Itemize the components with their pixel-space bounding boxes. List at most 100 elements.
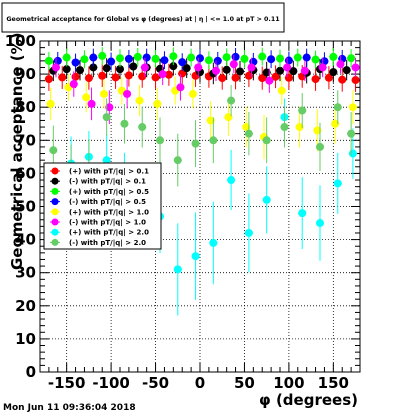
data-point xyxy=(283,63,292,72)
data-point xyxy=(84,74,93,83)
data-point xyxy=(124,71,133,80)
data-point xyxy=(58,73,67,82)
legend-entries: (+) with pT/|q| > 0.1(-) with pT/|q| > 0… xyxy=(50,167,149,248)
y-tick-label-4: 40 xyxy=(15,231,36,249)
data-point xyxy=(71,72,80,81)
data-point xyxy=(311,55,320,64)
y-tick-label-2: 20 xyxy=(15,297,36,315)
legend-label-6: (+) with pT/|q| > 2.0 xyxy=(69,229,149,238)
data-point xyxy=(236,67,244,76)
title-box xyxy=(1,2,285,33)
data-point xyxy=(338,75,347,84)
series-5 xyxy=(52,55,360,125)
data-point xyxy=(80,55,89,64)
x-tick-label-4: 50 xyxy=(234,374,255,392)
legend-marker-6 xyxy=(51,228,59,236)
y-axis-title: Geometrical acceptance (%) xyxy=(8,33,26,271)
data-point xyxy=(218,74,227,83)
data-point xyxy=(276,54,284,63)
legend-label-2: (+) with pT/|q| > 0.5 xyxy=(69,188,149,197)
data-point xyxy=(153,99,162,108)
legend-label-1: (-) with pT/|q| > 0.1 xyxy=(69,178,146,187)
x-tick-label-1: -100 xyxy=(92,374,130,392)
data-point xyxy=(333,103,342,112)
chart-title: Geometrical acceptance for Global vs φ (… xyxy=(6,16,279,24)
data-point xyxy=(351,76,360,85)
data-point xyxy=(313,126,322,135)
data-point xyxy=(44,56,53,65)
data-point xyxy=(277,86,286,95)
x-tick-label-5: 100 xyxy=(273,374,304,392)
data-point xyxy=(187,53,196,62)
data-point xyxy=(244,71,253,80)
data-point xyxy=(116,65,124,74)
data-point xyxy=(331,119,340,128)
data-point xyxy=(333,179,342,188)
data-point xyxy=(62,53,71,62)
data-point xyxy=(111,73,120,82)
data-point xyxy=(212,66,220,75)
series-2 xyxy=(44,46,356,70)
data-point xyxy=(46,99,55,108)
data-point xyxy=(98,51,107,60)
data-point xyxy=(133,52,142,61)
data-point xyxy=(182,64,191,73)
data-point xyxy=(105,103,114,112)
legend-marker-7 xyxy=(51,238,59,246)
data-point xyxy=(342,66,351,75)
data-point xyxy=(329,68,338,77)
legend-label-5: (-) with pT/|q| > 1.0 xyxy=(69,219,146,228)
legend-label-3: (-) with pT/|q| > 0.5 xyxy=(69,198,146,207)
data-point xyxy=(222,53,231,62)
data-point xyxy=(222,65,231,74)
x-tick-label-3: 0 xyxy=(195,374,205,392)
legend-marker-5 xyxy=(51,218,59,226)
data-point xyxy=(284,56,293,65)
data-point xyxy=(178,58,187,67)
data-point xyxy=(102,156,111,165)
legend-box xyxy=(43,162,162,250)
data-point xyxy=(293,53,302,62)
footer-timestamp: Mon Jun 11 09:36:04 2018 xyxy=(3,403,136,413)
data-point xyxy=(188,89,197,98)
data-point xyxy=(98,71,107,80)
data-point xyxy=(316,142,324,151)
series-layer xyxy=(44,46,360,316)
legend-marker-3 xyxy=(51,198,59,206)
data-point xyxy=(229,60,238,69)
data-point xyxy=(116,54,124,63)
data-point xyxy=(160,56,169,65)
data-point xyxy=(258,52,267,61)
data-point xyxy=(123,89,132,98)
data-point xyxy=(298,209,307,218)
series-6 xyxy=(49,98,357,316)
legend-marker-2 xyxy=(51,187,59,195)
data-point xyxy=(102,64,111,73)
data-point xyxy=(158,70,167,79)
y-tick-label-0: 0 xyxy=(26,363,36,381)
legend: (+) with pT/|q| > 0.1(-) with pT/|q| > 0… xyxy=(43,162,162,250)
data-point xyxy=(302,53,311,62)
data-point xyxy=(206,116,215,125)
data-point xyxy=(316,219,324,228)
data-point xyxy=(265,76,274,85)
legend-label-4: (+) with pT/|q| > 1.0 xyxy=(69,208,149,217)
data-point xyxy=(176,83,185,92)
data-point xyxy=(169,52,178,61)
data-point xyxy=(351,63,360,72)
x-tick-label-2: -50 xyxy=(142,374,169,392)
data-point xyxy=(138,72,147,81)
y-tick-label-10: 100 xyxy=(5,32,36,50)
data-point xyxy=(347,54,356,63)
data-point xyxy=(224,113,233,122)
data-point xyxy=(289,67,298,76)
data-point xyxy=(196,54,204,63)
data-point xyxy=(44,75,53,84)
y-tick-label-6: 60 xyxy=(15,164,36,182)
data-point xyxy=(258,74,267,83)
data-point xyxy=(138,123,147,132)
legend-marker-4 xyxy=(51,208,59,216)
data-point xyxy=(164,70,173,79)
data-point xyxy=(194,63,203,72)
